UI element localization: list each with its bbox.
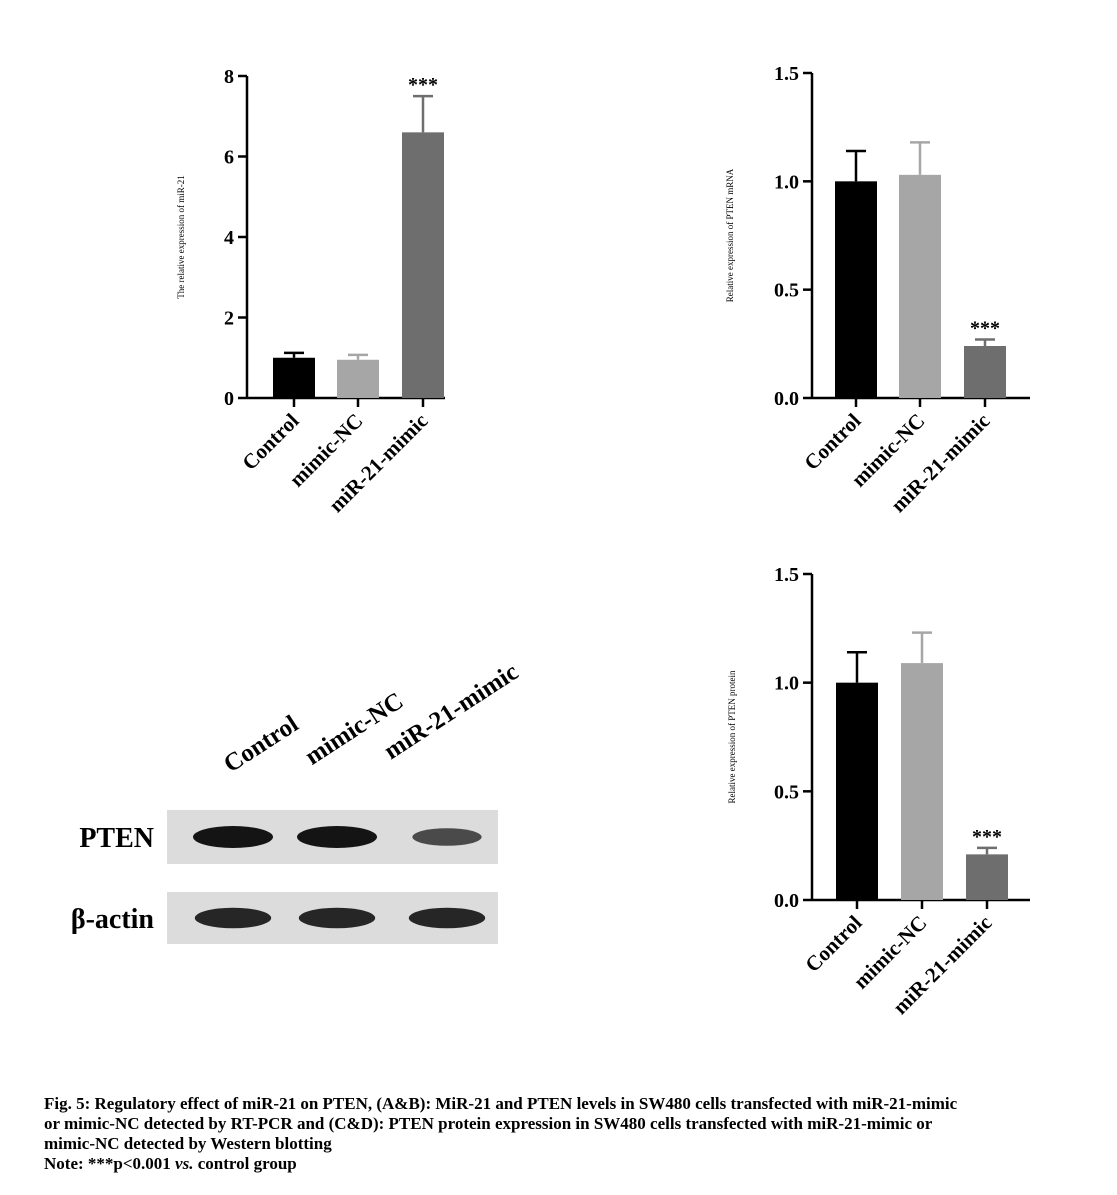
caption-line-1: Fig. 5: Regulatory effect of miR-21 on P…: [44, 1094, 958, 1113]
bar-mimic-nc: [901, 663, 943, 900]
y-axis-title: The relative expression of miR-21: [176, 175, 186, 298]
chart-panel-b: 0.0 0.5 1.0 1.5 Relative expression of PTEN …: [725, 63, 1030, 517]
y-tick-label: 0.0: [774, 388, 799, 410]
note-prefix: Note: ***p<0.001: [44, 1154, 176, 1173]
y-tick-label: 0.0: [774, 890, 799, 912]
blot-band: [297, 826, 377, 848]
caption-line-2: or mimic-NC detected by RT-PCR and (C&D)…: [44, 1114, 933, 1133]
y-tick-label: 0.5: [774, 280, 799, 302]
blot-band: [408, 907, 486, 929]
note-suffix: control group: [193, 1154, 297, 1173]
bar-control: [273, 357, 315, 398]
blot-band: [298, 907, 376, 929]
figure: 0 2 4 6 8 The relative expression of miR-21 Co…: [71, 63, 1030, 1019]
y-tick-label: 2: [224, 308, 234, 330]
caption-note: Note: ***p<0.001 vs. control group: [44, 1154, 1084, 1174]
blot-band: [194, 907, 272, 929]
bar-control: [835, 181, 877, 398]
blot-lane-label: Control: [219, 710, 303, 778]
y-tick-label: 4: [224, 227, 234, 249]
y-tick-label: 0: [224, 388, 234, 410]
y-tick-label: 0.5: [774, 781, 799, 803]
significance-label: ***: [408, 74, 438, 96]
bar-mir-21-mimic: [966, 854, 1008, 900]
bar-mimic-nc: [899, 174, 941, 398]
y-tick-label: 1.5: [774, 63, 799, 85]
y-tick-label: 8: [224, 66, 234, 88]
y-tick-label: 1.5: [774, 564, 799, 586]
note-vs: vs.: [175, 1154, 194, 1173]
y-axis-title: Relative expression of PTEN protein: [727, 670, 737, 803]
caption-line-3: mimic-NC detected by Western blotting: [44, 1134, 332, 1153]
blot-row-label: β-actin: [71, 904, 155, 935]
blot-row-label: PTEN: [79, 823, 154, 854]
figure-caption: Fig. 5: Regulatory effect of miR-21 on P…: [44, 1094, 1084, 1174]
blot-band: [193, 826, 273, 848]
y-tick-label: 6: [224, 147, 234, 169]
chart-panel-d: 0.0 0.5 1.0 1.5 Relative expression of PTEN …: [727, 564, 1030, 1019]
y-axis-title: Relative expression of PTEN mRNA: [725, 168, 735, 302]
bar-mir-21-mimic: [402, 132, 444, 398]
bar-mimic-nc: [337, 359, 379, 398]
x-tick-label: Control: [800, 910, 866, 976]
significance-label: ***: [970, 318, 1000, 340]
y-tick-label: 1.0: [774, 673, 799, 695]
y-tick-label: 1.0: [774, 171, 799, 193]
bar-control: [836, 682, 878, 900]
significance-label: ***: [972, 826, 1002, 848]
blot-band: [412, 828, 482, 846]
bar-mir-21-mimic: [964, 346, 1006, 398]
